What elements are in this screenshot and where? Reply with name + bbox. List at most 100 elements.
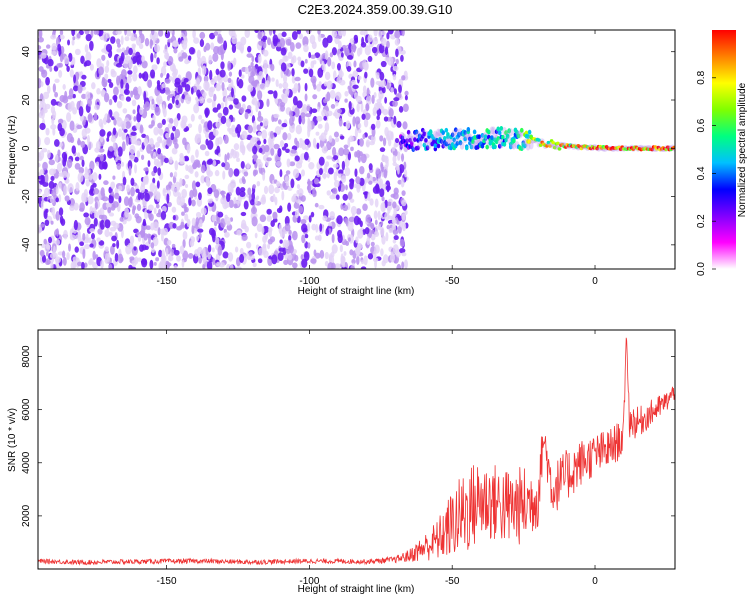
snr-y-tick-label: 6000 <box>21 398 32 421</box>
noise-speckle <box>246 162 250 169</box>
noise-speckle <box>262 35 268 41</box>
noise-speckle <box>73 219 78 231</box>
noise-speckle <box>297 188 304 197</box>
noise-speckle <box>346 54 354 60</box>
noise-speckle <box>344 98 348 103</box>
noise-speckle <box>256 140 261 146</box>
noise-speckle <box>294 155 300 162</box>
noise-speckle <box>370 123 376 130</box>
noise-speckle <box>264 80 270 88</box>
noise-speckle <box>100 259 104 269</box>
noise-speckle <box>213 93 217 102</box>
noise-speckle <box>390 251 394 256</box>
noise-speckle <box>207 140 214 150</box>
noise-speckle <box>239 187 246 193</box>
noise-speckle <box>395 48 399 58</box>
signal-mark <box>499 125 504 131</box>
noise-speckle <box>62 256 67 266</box>
noise-speckle <box>352 116 356 127</box>
noise-speckle <box>45 244 51 250</box>
spectrogram-panel: -150 -100 -50 0 -40 -20 0 20 40 Height of strai… <box>7 29 676 297</box>
noise-speckle <box>165 132 170 139</box>
noise-speckle <box>229 264 234 269</box>
noise-speckle <box>179 245 185 255</box>
signal-mark <box>441 130 445 136</box>
noise-speckle <box>96 58 102 68</box>
noise-speckle <box>312 187 316 198</box>
noise-speckle <box>198 257 202 264</box>
signal-mark <box>469 144 474 150</box>
snr-x-tick-label: -100 <box>299 576 319 587</box>
noise-speckle <box>257 131 262 137</box>
noise-speckle <box>120 35 124 46</box>
noise-speckle <box>224 217 228 223</box>
noise-speckle <box>99 129 106 137</box>
noise-speckle <box>177 85 183 95</box>
noise-speckle <box>258 70 264 81</box>
noise-speckle <box>207 187 213 195</box>
noise-speckle <box>55 228 59 237</box>
noise-speckle <box>303 44 309 53</box>
signal-mark <box>556 141 560 145</box>
signal-mark <box>502 141 507 147</box>
noise-speckle <box>337 233 343 244</box>
noise-speckle <box>197 246 203 255</box>
noise-speckle <box>200 55 207 66</box>
noise-speckle <box>342 262 346 268</box>
noise-speckle <box>366 102 369 112</box>
noise-speckle <box>198 232 202 239</box>
noise-speckle <box>144 37 150 47</box>
noise-speckle <box>373 231 380 237</box>
noise-speckle <box>185 94 192 105</box>
signal-halo <box>489 126 495 135</box>
noise-speckle <box>282 247 287 256</box>
noise-speckle <box>150 101 156 111</box>
noise-speckle <box>398 220 404 228</box>
noise-speckle <box>241 234 248 241</box>
noise-speckle <box>396 120 402 128</box>
signal-mark <box>433 143 438 149</box>
noise-speckle <box>272 218 278 223</box>
noise-speckle <box>368 163 373 171</box>
noise-speckle <box>153 191 157 197</box>
noise-speckle <box>231 87 235 98</box>
noise-speckle <box>50 34 57 40</box>
noise-speckle <box>360 102 364 113</box>
noise-speckle <box>244 111 249 120</box>
noise-speckle <box>286 158 291 168</box>
noise-speckle <box>173 47 178 54</box>
noise-speckle <box>112 127 117 136</box>
noise-speckle <box>163 61 167 68</box>
noise-speckle <box>302 106 307 112</box>
noise-speckle <box>362 203 368 211</box>
noise-speckle <box>39 169 45 175</box>
signal-mark <box>480 133 485 138</box>
noise-speckle <box>217 46 224 56</box>
noise-speckle <box>171 243 176 248</box>
noise-speckle <box>395 163 400 171</box>
signal-mark <box>409 141 414 147</box>
signal-mark <box>424 137 428 143</box>
noise-speckle <box>43 187 51 197</box>
noise-speckle <box>221 82 225 92</box>
noise-speckle <box>385 231 389 242</box>
noise-speckle <box>197 67 202 77</box>
noise-speckle <box>46 251 49 257</box>
noise-speckle <box>371 134 376 144</box>
noise-speckle <box>212 107 219 113</box>
noise-speckle <box>251 81 258 87</box>
noise-speckle <box>77 172 84 183</box>
colorbar-tick-label: 0.4 <box>696 166 707 180</box>
noise-speckle <box>89 243 94 248</box>
noise-speckle <box>81 93 87 99</box>
noise-speckle <box>54 256 62 264</box>
noise-speckle <box>199 39 205 48</box>
noise-speckle <box>138 72 142 79</box>
noise-speckle <box>69 69 74 78</box>
noise-speckle <box>225 118 232 128</box>
signal-mark <box>516 133 521 139</box>
noise-speckle <box>104 219 111 229</box>
noise-speckle <box>334 263 341 269</box>
noise-speckle <box>75 234 79 240</box>
noise-speckle <box>236 157 240 162</box>
